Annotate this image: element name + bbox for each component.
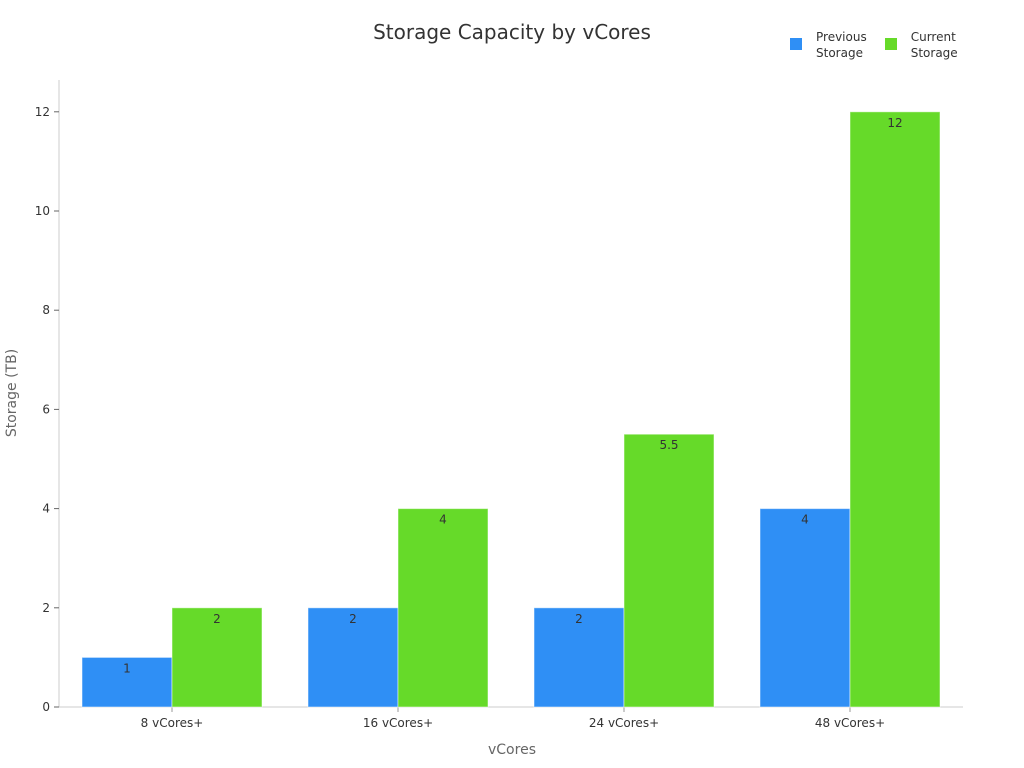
y-tick-label: 6 [42,402,50,416]
legend-item-current[interactable]: Current Storage [884,29,958,61]
chart-title: Storage Capacity by vCores [373,20,651,44]
bar [623,433,715,708]
bar-value-label: 4 [439,513,447,527]
bar-value-label: 2 [213,612,221,626]
bar-value-label: 2 [575,612,583,626]
y-axis-label: Storage (TB) [4,348,20,438]
bar [171,607,263,708]
bar [307,607,399,708]
bar-value-label: 4 [801,513,809,527]
y-tick-label: 8 [42,303,50,317]
x-axis-label: vCores [488,742,536,758]
y-tick-label: 2 [42,601,50,615]
bar [849,111,941,708]
legend-item-previous[interactable]: Previous Storage [790,29,867,61]
bar-value-label: 5.5 [659,438,678,452]
legend: Previous Storage Current Storage [790,29,958,61]
y-tick-label: 0 [42,700,50,714]
bar-value-label: 12 [887,116,902,130]
x-tick-label: 24 vCores+ [589,716,659,730]
y-tick-label: 12 [35,105,50,119]
y-tick-label: 10 [35,204,50,218]
legend-swatch-current [884,38,897,50]
bar [533,607,625,708]
legend-label-previous: Previous Storage [816,30,867,60]
bar-value-label: 1 [123,661,131,675]
x-tick-label: 8 vCores+ [141,716,204,730]
bar [759,508,851,708]
y-tick-label: 4 [42,502,50,516]
legend-label-current: Current Storage [910,30,958,60]
bar [397,508,489,708]
x-tick-label: 16 vCores+ [363,716,433,730]
bar-value-label: 2 [349,612,357,626]
bar [81,656,173,708]
x-tick-label: 48 vCores+ [815,716,885,730]
legend-swatch-previous [790,38,802,50]
